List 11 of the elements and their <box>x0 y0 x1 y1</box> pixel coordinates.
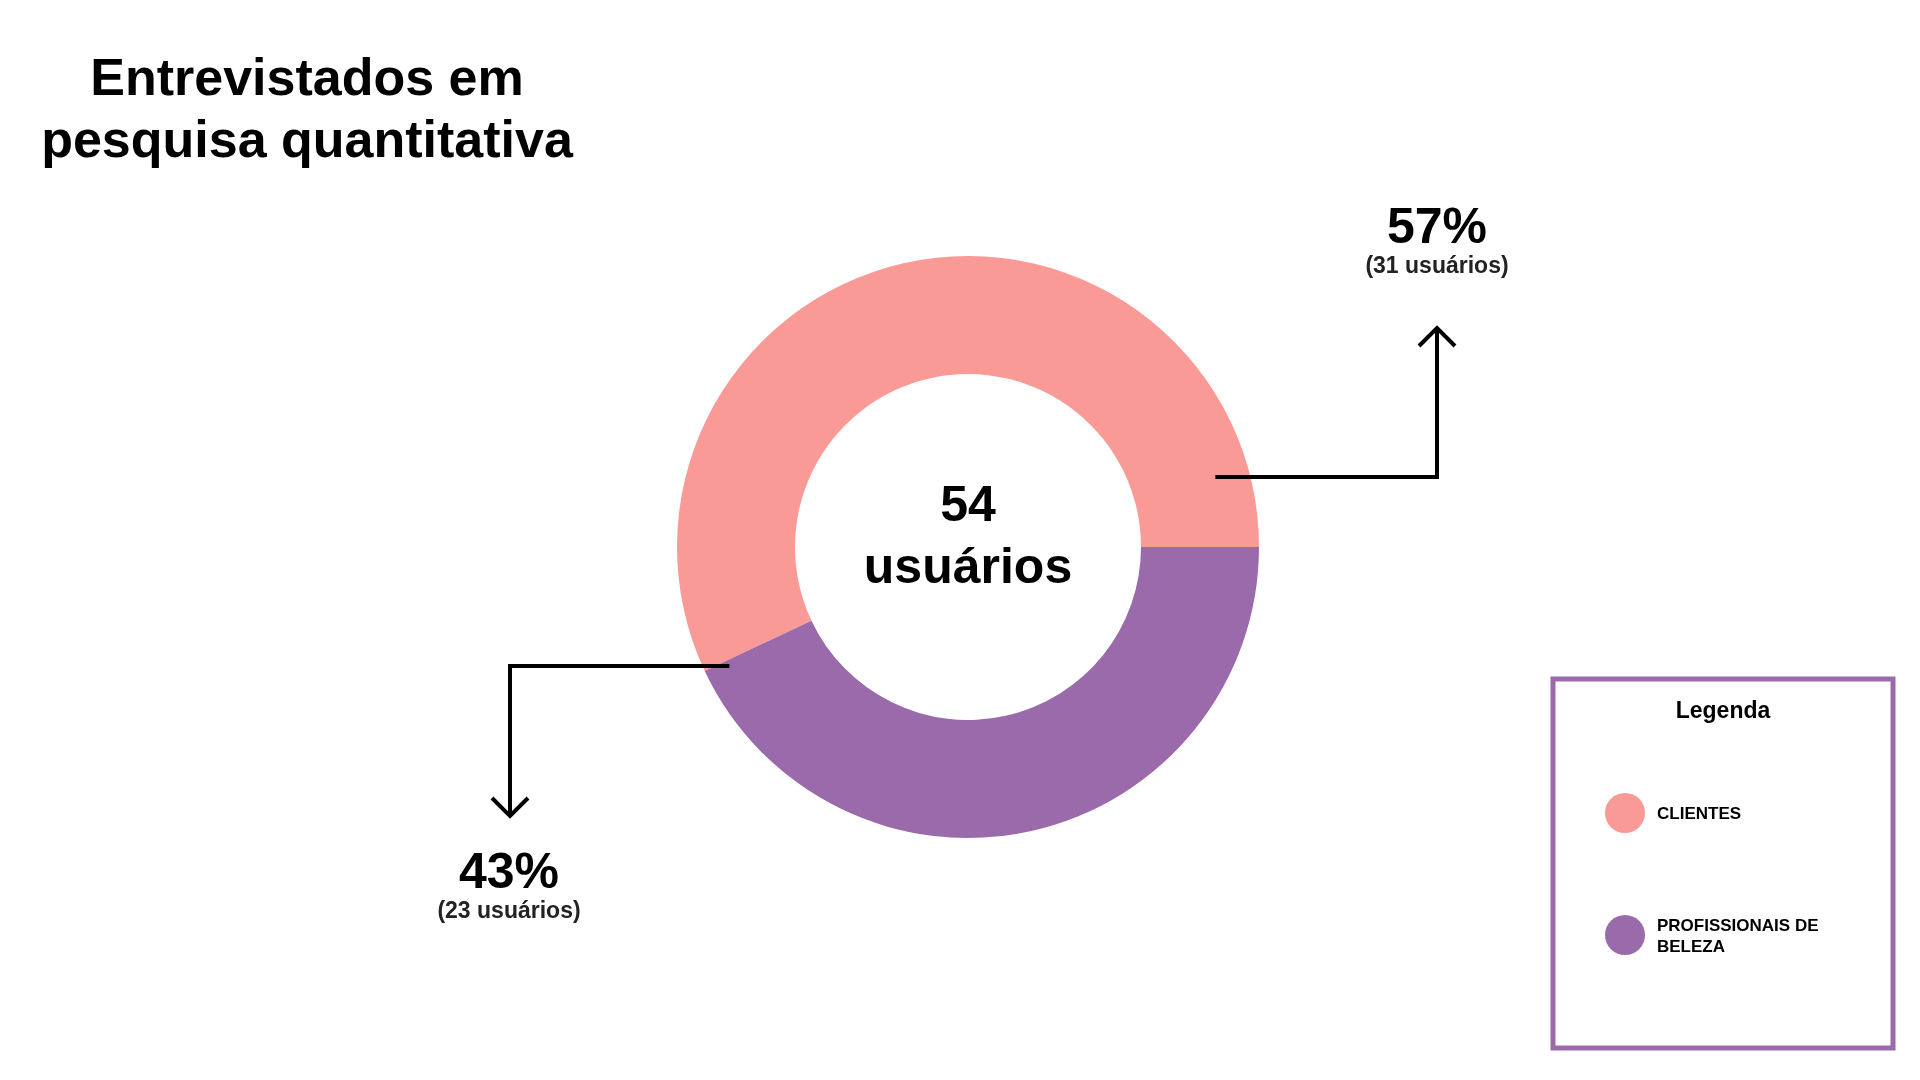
data-label: 57% <box>1386 198 1488 254</box>
legend-title: Legenda <box>1675 697 1771 723</box>
text: (31 usuários) <box>1365 252 1509 278</box>
chart-title: Entrevistados em pesquisa quantitativa <box>41 48 574 168</box>
donut-slice <box>677 256 1259 671</box>
donut-slice <box>704 547 1259 838</box>
legend-label: CLIENTES <box>1657 804 1742 823</box>
legend-label: PROFISSIONAIS DE BELEZA <box>1657 915 1819 956</box>
text: 54 usuários <box>863 476 1073 594</box>
data-label: 43% <box>458 843 560 899</box>
text: (23 usuários) <box>437 897 581 923</box>
